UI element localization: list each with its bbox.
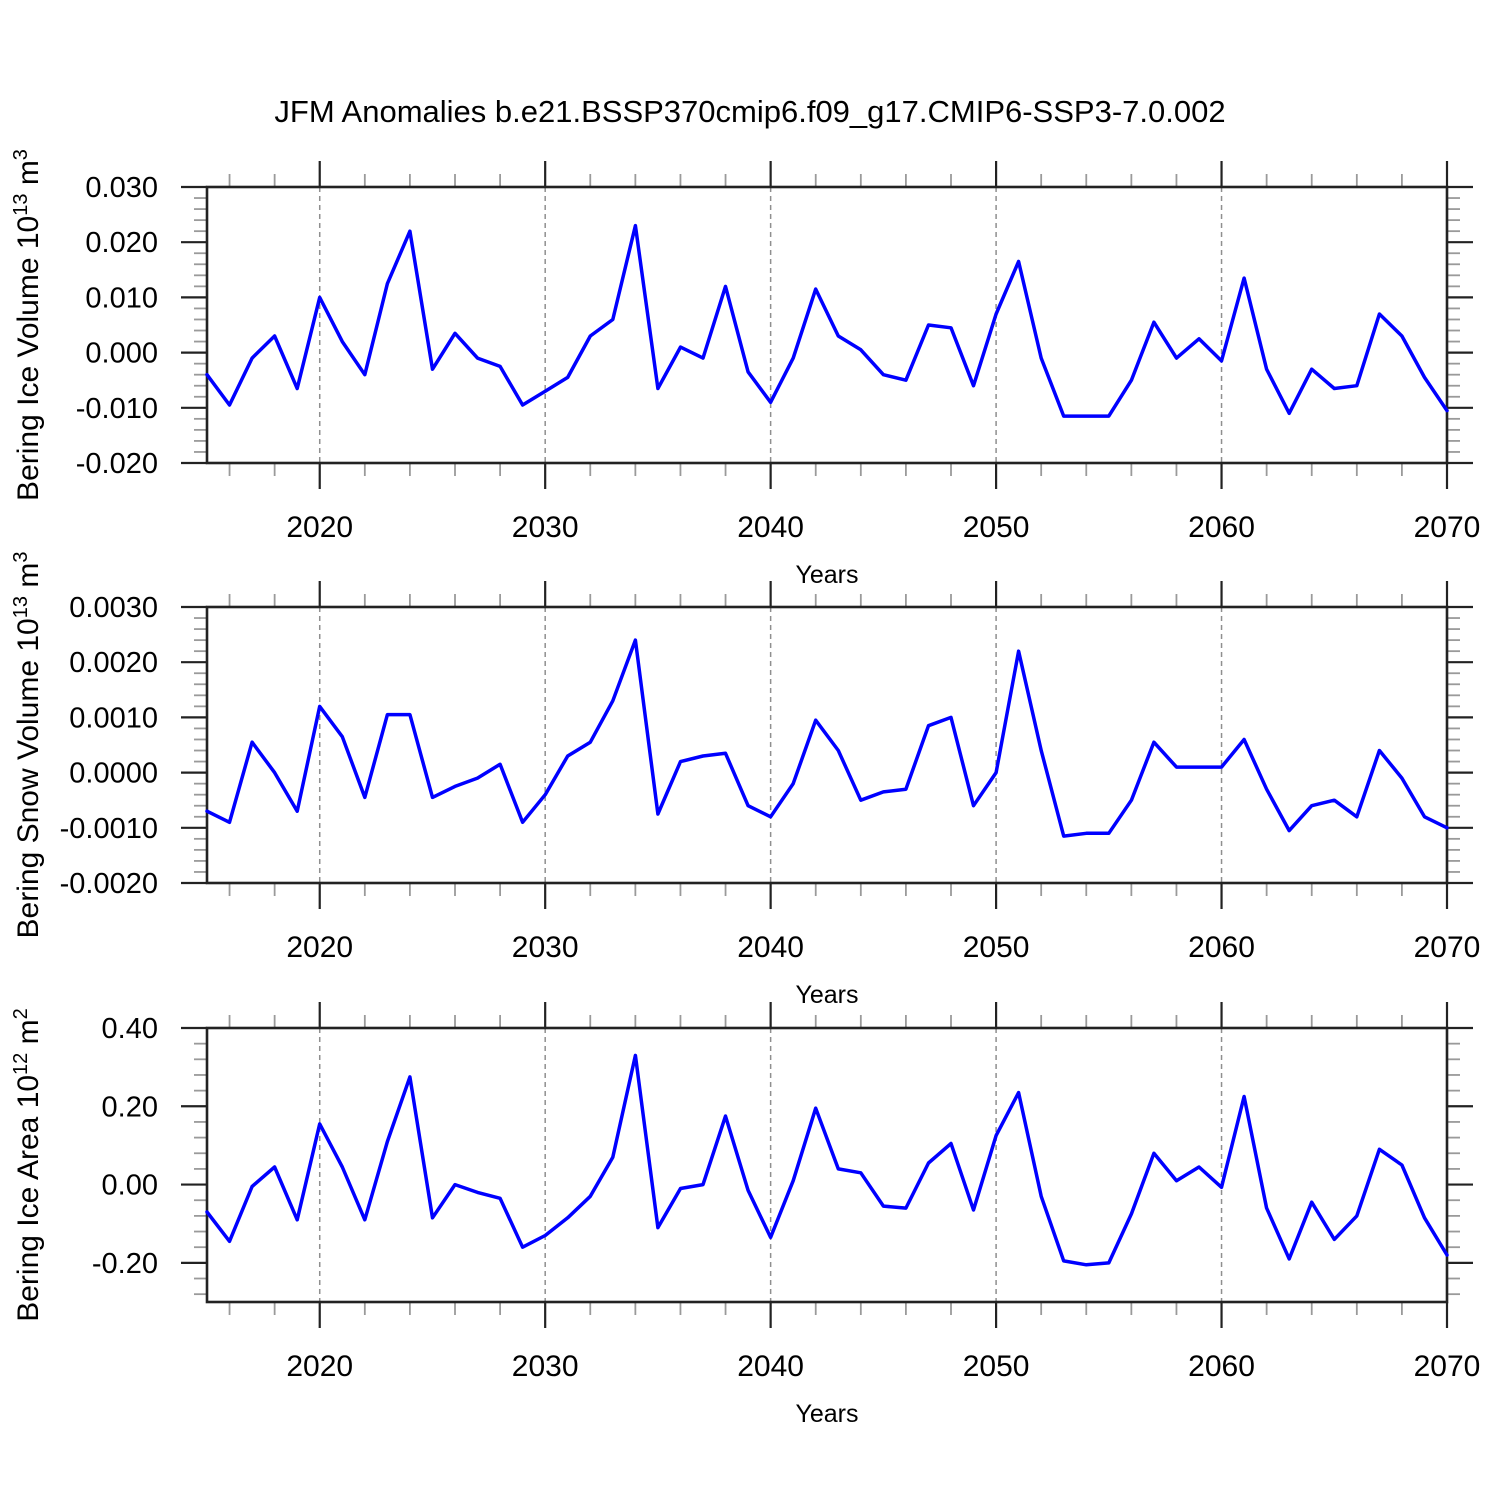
x-major-ticks bbox=[318, 581, 1449, 909]
plot-border bbox=[205, 605, 1449, 885]
plot-border bbox=[205, 185, 1449, 465]
plot-border bbox=[205, 1026, 1449, 1304]
x-tick-label: 2040 bbox=[737, 511, 804, 544]
x-tick-label: 2060 bbox=[1188, 1350, 1255, 1383]
x-tick-label: 2040 bbox=[737, 931, 804, 964]
gridlines bbox=[318, 607, 1223, 883]
y-tick-label: 0.020 bbox=[85, 227, 158, 259]
x-minor-ticks bbox=[228, 594, 1403, 896]
x-tick-label: 2060 bbox=[1188, 931, 1255, 964]
x-tick-label: 2030 bbox=[512, 511, 579, 544]
y-tick-label: 0.000 bbox=[85, 338, 158, 370]
x-tick-label: 2050 bbox=[963, 1350, 1030, 1383]
series-line bbox=[205, 1053, 1449, 1267]
y-tick-labels: 0.0030 0.0020 0.0010 0.0000 -0.0010 -0.0020 bbox=[60, 592, 158, 900]
y-axis-title-text: Bering Ice Volume 10 bbox=[12, 216, 45, 501]
y-axis-title-text: Bering Snow Volume 10 bbox=[12, 618, 45, 938]
y-ticks bbox=[181, 1026, 1473, 1296]
x-tick-label: 2020 bbox=[286, 1350, 353, 1383]
y-tick-label: -0.020 bbox=[76, 448, 158, 480]
y-tick-label: 0.010 bbox=[85, 282, 158, 314]
series-line bbox=[205, 638, 1449, 838]
x-minor-ticks bbox=[228, 174, 1403, 476]
x-tick-label: 2030 bbox=[512, 1350, 579, 1383]
y-tick-label: -0.0010 bbox=[60, 813, 158, 845]
y-axis-title-unit: m bbox=[12, 160, 45, 193]
y-axis-title-unit: m bbox=[12, 1019, 45, 1052]
x-tick-label: 2070 bbox=[1414, 931, 1481, 964]
panel-bering-ice-area: 0.40 0.20 0.00 -0.20 2020 2030 2040 2050 2060 207… bbox=[10, 1002, 1480, 1428]
y-axis-title-unit-exponent: 3 bbox=[10, 149, 32, 160]
series-line bbox=[205, 223, 1449, 418]
x-tick-label: 2040 bbox=[737, 1350, 804, 1383]
y-tick-labels: 0.030 0.020 0.010 0.000 -0.010 -0.020 bbox=[76, 172, 158, 480]
x-tick-labels: 2020 2030 2040 2050 2060 2070 bbox=[286, 1350, 1480, 1383]
gridlines bbox=[318, 187, 1223, 463]
y-axis-title-exponent: 12 bbox=[10, 1053, 32, 1075]
x-minor-ticks bbox=[228, 1015, 1403, 1315]
y-axis-title-unit-exponent: 2 bbox=[10, 1008, 32, 1019]
x-tick-labels: 2020 2030 2040 2050 2060 2070 bbox=[286, 511, 1480, 544]
y-tick-labels: 0.40 0.20 0.00 -0.20 bbox=[92, 1013, 158, 1280]
x-major-ticks bbox=[318, 1002, 1449, 1328]
x-major-ticks bbox=[318, 161, 1449, 489]
y-axis-title-text: Bering Ice Area 10 bbox=[12, 1075, 45, 1322]
x-axis-title: Years bbox=[795, 981, 858, 1009]
x-axis-title: Years bbox=[795, 1400, 858, 1428]
x-axis-title: Years bbox=[795, 561, 858, 589]
y-axis-title: Bering Snow Volume 1013 m3 bbox=[10, 552, 45, 939]
y-axis-title-exponent: 13 bbox=[10, 194, 32, 216]
y-axis-title: Bering Ice Area 1012 m2 bbox=[10, 1008, 45, 1322]
y-tick-label: 0.0010 bbox=[69, 702, 158, 734]
x-tick-label: 2020 bbox=[286, 511, 353, 544]
y-axis-title-exponent: 13 bbox=[10, 596, 32, 618]
y-tick-label: 0.20 bbox=[102, 1091, 158, 1123]
y-tick-label: -0.20 bbox=[92, 1248, 158, 1280]
y-tick-label: -0.0020 bbox=[60, 868, 158, 900]
y-axis-title-unit: m bbox=[12, 563, 45, 596]
y-ticks bbox=[181, 185, 1473, 465]
y-tick-label: 0.030 bbox=[85, 172, 158, 204]
x-tick-label: 2050 bbox=[963, 931, 1030, 964]
chart-title: JFM Anomalies b.e21.BSSP370cmip6.f09_g17… bbox=[274, 94, 1226, 129]
y-tick-label: 0.0000 bbox=[69, 758, 158, 790]
y-tick-label: 0.0030 bbox=[69, 592, 158, 624]
y-axis-title: Bering Ice Volume 1013 m3 bbox=[10, 149, 45, 501]
x-tick-label: 2030 bbox=[512, 931, 579, 964]
y-tick-label: 0.00 bbox=[102, 1170, 158, 1202]
x-tick-label: 2020 bbox=[286, 931, 353, 964]
gridlines bbox=[318, 1028, 1223, 1302]
panel-bering-ice-volume: 0.030 0.020 0.010 0.000 -0.010 -0.020 2020 2030… bbox=[10, 149, 1480, 589]
y-tick-label: -0.010 bbox=[76, 393, 158, 425]
x-tick-label: 2060 bbox=[1188, 511, 1255, 544]
y-tick-label: 0.0020 bbox=[69, 647, 158, 679]
y-axis-title-unit-exponent: 3 bbox=[10, 552, 32, 563]
x-tick-labels: 2020 2030 2040 2050 2060 2070 bbox=[286, 931, 1480, 964]
panel-bering-snow-volume: 0.0030 0.0020 0.0010 0.0000 -0.0010 -0.0020 20… bbox=[10, 552, 1480, 1009]
x-tick-label: 2070 bbox=[1414, 1350, 1481, 1383]
x-tick-label: 2050 bbox=[963, 511, 1030, 544]
y-ticks bbox=[181, 605, 1473, 885]
y-tick-label: 0.40 bbox=[102, 1013, 158, 1045]
x-tick-label: 2070 bbox=[1414, 511, 1481, 544]
